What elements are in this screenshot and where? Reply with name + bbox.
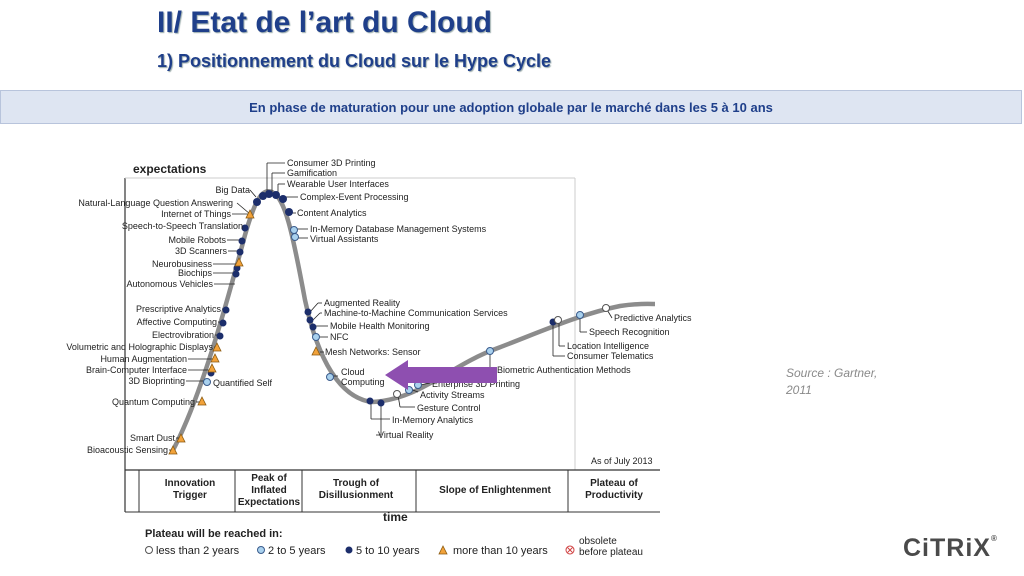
tech-label: Mobile Robots	[168, 235, 226, 245]
tech-label: Cloud	[341, 367, 365, 377]
tech-label: 3D Bioprinting	[128, 376, 185, 386]
phase-label: Plateau of	[590, 478, 638, 489]
legend-label: more than 10 years	[453, 545, 548, 557]
phase-label: Productivity	[585, 490, 643, 501]
phase-label: Expectations	[238, 497, 301, 508]
legend-dark-blue-circle-icon	[345, 546, 353, 554]
legend-label: 2 to 5 years	[268, 545, 326, 557]
tech-label: Mobile Health Monitoring	[330, 321, 430, 331]
tech-label: Bioacoustic Sensing	[87, 445, 168, 455]
tech-label: Virtual Reality	[378, 430, 434, 440]
source-line: 2011	[786, 383, 812, 397]
tech-label: Wearable User Interfaces	[287, 179, 389, 189]
y-axis-label: expectations	[133, 162, 207, 176]
tech-label: In-Memory Database Management Systems	[310, 224, 487, 234]
tech-label: Consumer Telematics	[567, 351, 654, 361]
phase-label: Trough of	[333, 478, 380, 489]
tech-label: Biochips	[178, 268, 213, 278]
maturation-banner: En phase de maturation pour une adoption…	[0, 90, 1022, 124]
tech-label: Mesh Networks: Sensor	[325, 347, 421, 357]
source-note: Source : Gartner, 2011	[786, 365, 906, 399]
tech-label: Volumetric and Holographic Displays	[66, 342, 213, 352]
tech-label: In-Memory Analytics	[392, 415, 474, 425]
tech-label: Human Augmentation	[100, 354, 187, 364]
citrix-logo-text: CiTRiX	[903, 534, 991, 562]
slope-tech-labels: Biometric Authentication Methods Predict…	[497, 313, 692, 375]
tech-label: Enterprise 3D Printing	[432, 379, 520, 389]
peak-tech-labels: Big Data Consumer 3D Printing Gamificati…	[215, 158, 486, 244]
legend: less than 2 years 2 to 5 years 5 to 10 y…	[145, 536, 643, 558]
marker-2-to-5-years	[203, 226, 584, 394]
legend-light-blue-circle-icon	[257, 546, 265, 554]
date-note: As of July 2013	[591, 456, 653, 466]
tech-label: Quantified Self	[213, 378, 273, 388]
legend-label: 5 to 10 years	[356, 545, 420, 557]
tech-label: Consumer 3D Printing	[287, 158, 376, 168]
tech-label: Big Data	[215, 185, 250, 195]
phase-label: Inflated	[251, 485, 287, 496]
phase-labels: Innovation Trigger Peak of Inflated Expe…	[165, 473, 644, 508]
citrix-logo: CiTRiX®	[903, 534, 998, 563]
phase-label: Peak of	[251, 473, 287, 484]
tech-label: Speech Recognition	[589, 327, 670, 337]
tech-label: Neurobusiness	[152, 259, 213, 269]
legend-label: obsolete	[579, 536, 617, 547]
legend-white-circle-icon	[145, 546, 153, 554]
slide-subtitle: 1) Positionnement du Cloud sur le Hype C…	[157, 51, 552, 71]
tech-label: Virtual Assistants	[310, 234, 379, 244]
tech-label: Speech-to-Speech Translation	[122, 221, 243, 231]
phase-label: Innovation	[165, 478, 216, 489]
source-line: Source : Gartner,	[786, 366, 878, 380]
tech-label: Smart Dust	[130, 433, 176, 443]
tech-label: Affective Computing	[137, 317, 217, 327]
tech-label: Complex-Event Processing	[300, 192, 409, 202]
legend-label: before plateau	[579, 547, 643, 558]
tech-label: Internet of Things	[161, 209, 231, 219]
tech-label: Natural-Language Question Answering	[78, 198, 233, 208]
tech-label: Electrovibration	[152, 330, 214, 340]
tech-label: Prescriptive Analytics	[136, 304, 222, 314]
tech-label: Activity Streams	[420, 390, 485, 400]
legend-title: Plateau will be reached in:	[145, 528, 283, 540]
marker-5-to-10-years	[207, 190, 557, 407]
tech-label: Autonomous Vehicles	[126, 279, 213, 289]
tech-label: Predictive Analytics	[614, 313, 692, 323]
tech-label: Machine-to-Machine Communication Service…	[324, 308, 508, 318]
tech-label: Location Intelligence	[567, 341, 649, 351]
slide-title: II/ Etat de l’art du Cloud	[157, 6, 493, 39]
tech-label: Computing	[341, 377, 385, 387]
tech-label: Content Analytics	[297, 208, 367, 218]
tech-label: 3D Scanners	[175, 246, 228, 256]
tech-label: Biometric Authentication Methods	[497, 365, 631, 375]
trigger-tech-labels: Natural-Language Question Answering Inte…	[66, 198, 243, 455]
marker-more-than-10-years	[168, 209, 321, 455]
phase-label: Trigger	[173, 490, 207, 501]
tech-label: Augmented Reality	[324, 298, 401, 308]
tech-label: Gesture Control	[417, 403, 481, 413]
marker-less-than-2-years	[393, 304, 610, 398]
tech-label: Gamification	[287, 168, 337, 178]
tech-label: NFC	[330, 332, 349, 342]
cloud-highlight-arrow	[385, 360, 497, 390]
phase-label: Slope of Enlightenment	[439, 485, 551, 496]
registered-mark: ®	[990, 534, 998, 543]
legend-orange-triangle-icon	[438, 545, 448, 555]
tech-label: Brain-Computer Interface	[86, 365, 187, 375]
phase-label: Disillusionment	[319, 490, 394, 501]
legend-label: less than 2 years	[156, 545, 240, 557]
leader-lines	[169, 162, 613, 451]
x-axis-label: time	[383, 510, 408, 524]
trough-tech-labels: Augmented Reality Machine-to-Machine Com…	[324, 298, 520, 440]
tech-label: Quantum Computing	[112, 397, 195, 407]
